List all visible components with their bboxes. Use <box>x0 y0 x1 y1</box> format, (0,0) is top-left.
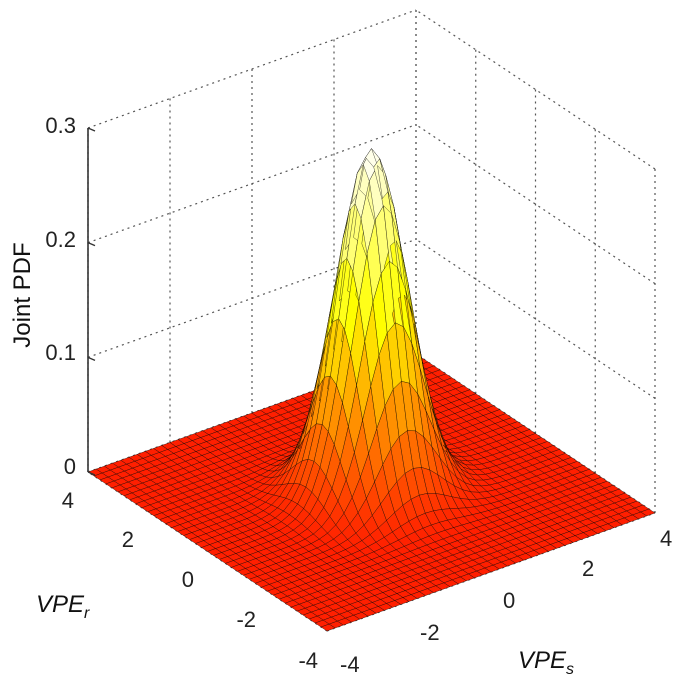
x-axis-label: VPEs <box>518 647 574 678</box>
z-axis-tick <box>87 242 96 247</box>
z-tick-label: 0 <box>64 454 76 479</box>
x-tick-label: 4 <box>660 526 672 551</box>
y-tick-label: 4 <box>62 488 74 513</box>
z-axis-label: Joint PDF <box>9 242 36 347</box>
y-tick-label: -4 <box>298 648 318 673</box>
x-tick-label: -2 <box>420 620 440 645</box>
x-tick-label: 2 <box>582 556 594 581</box>
wall-grid-line <box>87 9 417 129</box>
axes <box>87 127 96 476</box>
y-tick-label: -2 <box>236 607 256 632</box>
y-axis-label-main: VPE <box>36 591 85 618</box>
surface-mesh <box>87 147 656 632</box>
z-tick-label: 0.1 <box>45 340 76 365</box>
wall-grid-line <box>87 124 417 244</box>
z-tick-label: 0.3 <box>45 113 76 138</box>
z-axis-tick <box>87 127 96 132</box>
y-tick-label: 2 <box>122 527 134 552</box>
wall-grid-line <box>415 124 656 285</box>
y-axis-label-sub: r <box>84 605 90 622</box>
x-tick-label: -4 <box>340 652 360 677</box>
surface-patch <box>640 508 656 517</box>
z-axis-tick <box>87 471 96 476</box>
z-axis-tick <box>87 356 96 361</box>
x-tick-label: 0 <box>503 588 515 613</box>
y-tick-label: 0 <box>182 567 194 592</box>
x-axis-label-main: VPE <box>518 647 567 674</box>
y-axis-label: VPEr <box>36 591 90 622</box>
wall-grid-line <box>87 238 417 358</box>
z-tick-label: 0.2 <box>45 227 76 252</box>
x-axis-label-sub: s <box>566 661 574 678</box>
